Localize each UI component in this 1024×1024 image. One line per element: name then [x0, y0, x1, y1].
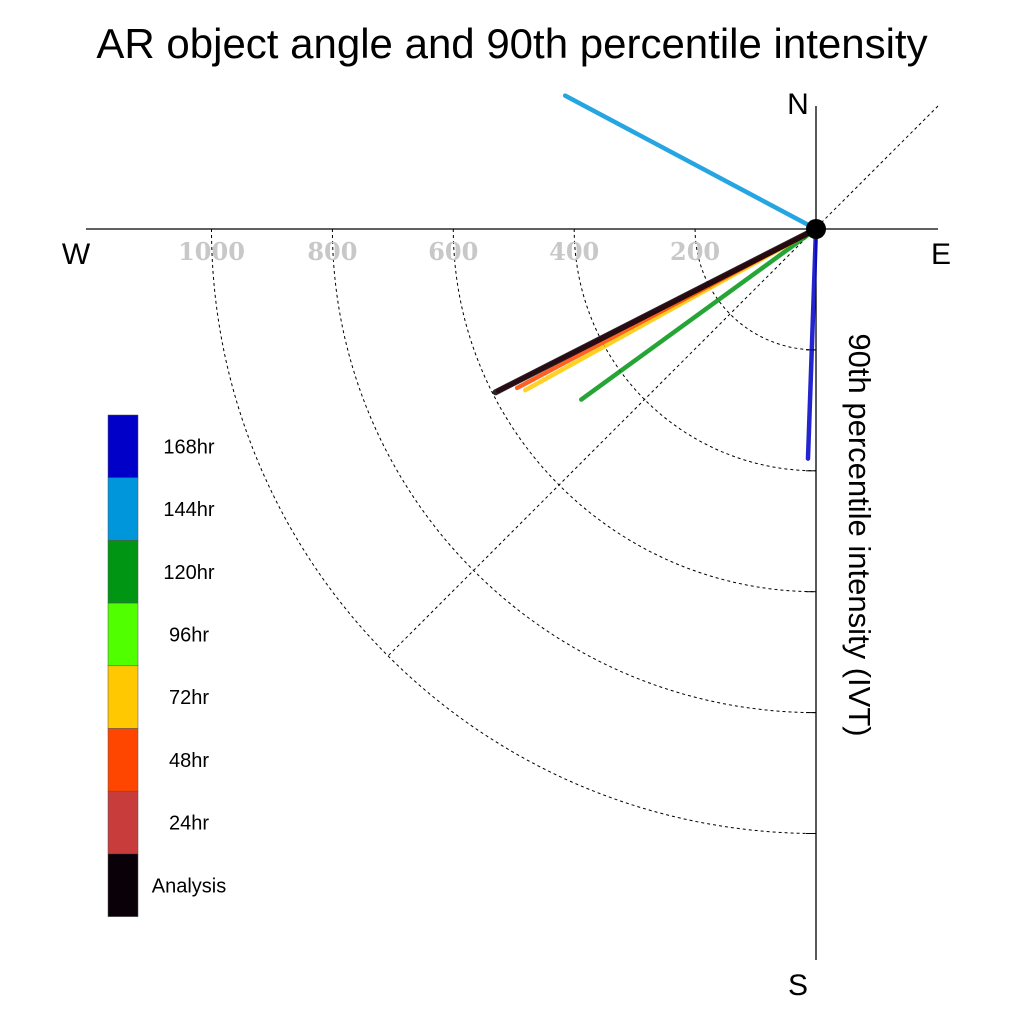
series-line-144hr: [562, 93, 819, 232]
radial-tick-label: 600: [428, 237, 478, 266]
legend-swatch: [107, 790, 139, 855]
range-ring: [573, 228, 817, 472]
legend-label: 72hr: [169, 687, 209, 709]
legend-label: 168hr: [163, 436, 214, 458]
series-line-analysis: [492, 226, 819, 396]
legend: 168hr 144hr 120hr 96hr 72hr 48hr 24hr Analysis: [107, 414, 226, 917]
compass-west: W: [62, 238, 91, 271]
legend-swatch: [107, 728, 139, 792]
y-axis-label: 90th percentile intensity (IVT): [842, 333, 877, 736]
radial-tick-label: 1000: [178, 237, 245, 266]
legend-swatch: [107, 540, 139, 604]
origin-point: [806, 219, 826, 239]
legend-swatch: [107, 477, 139, 541]
series-lines: [492, 93, 819, 461]
compass-north: N: [787, 88, 809, 121]
radial-tick-label: 400: [549, 237, 599, 266]
radial-tick-label: 200: [670, 237, 720, 266]
compass-south: S: [788, 969, 808, 1002]
series-line-168hr: [805, 226, 819, 461]
legend-label: 48hr: [169, 750, 209, 772]
radial-tick-labels: 1000 800 600 400 200: [178, 237, 720, 266]
legend-label: 120hr: [163, 562, 214, 584]
legend-label: 144hr: [163, 499, 214, 521]
legend-swatch: [107, 414, 139, 478]
legend-label: Analysis: [152, 875, 226, 897]
legend-label: 96hr: [169, 624, 209, 646]
legend-swatch: [107, 665, 139, 729]
range-ring: [331, 228, 817, 714]
compass-east: E: [931, 238, 951, 271]
radial-tick-label: 800: [307, 237, 357, 266]
range-ring: [211, 228, 817, 834]
chart-title: AR object angle and 90th percentile inte…: [96, 20, 927, 67]
legend-swatch: [107, 602, 139, 667]
diagonal-gridline: [386, 105, 939, 658]
range-ring: [452, 228, 817, 593]
range-ring: [694, 228, 817, 351]
legend-swatch: [107, 853, 139, 917]
series-line-120hr: [579, 226, 819, 402]
legend-label: 24hr: [169, 813, 209, 835]
